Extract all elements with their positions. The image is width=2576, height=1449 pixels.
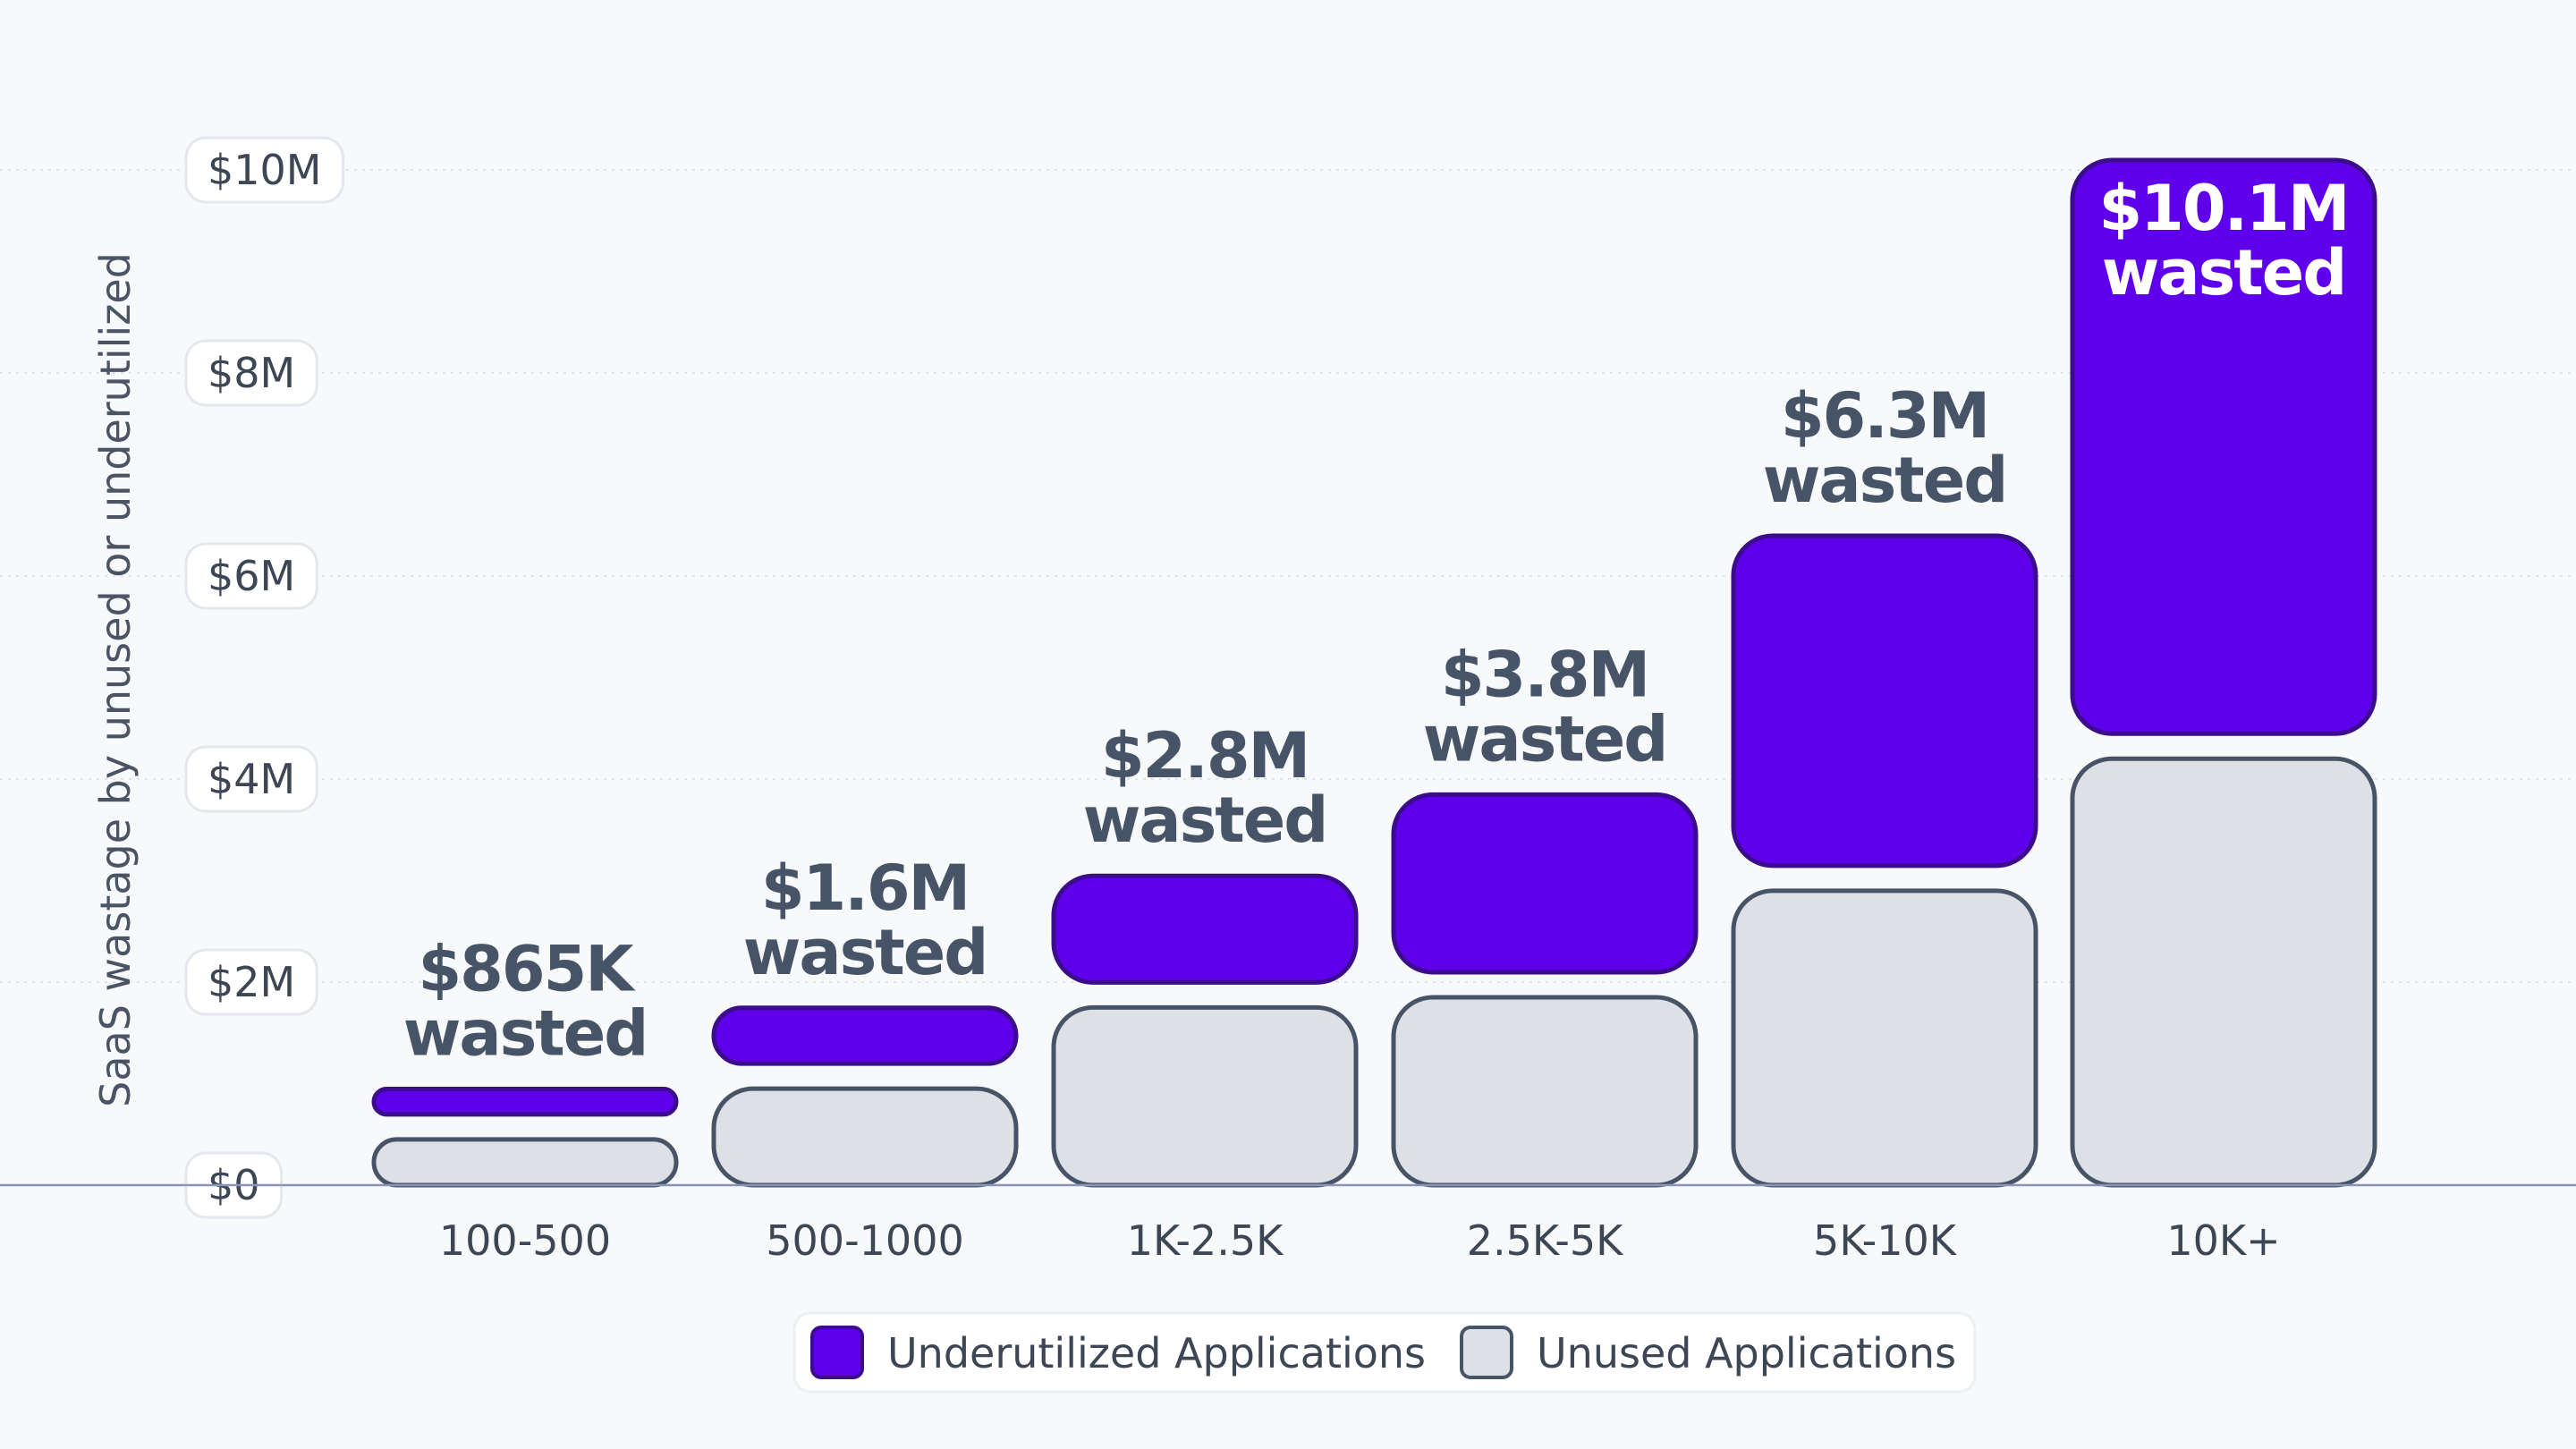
bar-unused (711, 1086, 1019, 1188)
bar-unused (2070, 756, 2377, 1188)
total-labels: $865Kwasted$1.6Mwasted$2.8Mwasted$3.8Mwa… (403, 172, 2351, 1071)
x-tick-label: 1K-2.5K (1127, 1216, 1284, 1265)
y-tick-label: $4M (208, 755, 295, 803)
legend: Underutilized Applications Unused Applica… (792, 1311, 1977, 1394)
legend-swatch (810, 1326, 864, 1379)
total-amount-label: $1.6M (761, 852, 969, 925)
y-axis-label: SaaS wastage by unused or underutilized (91, 252, 140, 1107)
total-suffix-label: wasted (1423, 702, 1667, 775)
total-suffix-label: wasted (1083, 784, 1327, 857)
y-tick: $4M (184, 745, 318, 813)
y-tick-pill (184, 948, 318, 1016)
y-tick-label: $8M (208, 349, 295, 397)
bar-unused (371, 1137, 679, 1188)
bar-unused (1391, 995, 1699, 1188)
bar-unused (1051, 1004, 1359, 1188)
legend-item: Unused Applications (1460, 1326, 1956, 1379)
y-tick: $8M (184, 339, 318, 407)
legend-label: Unused Applications (1537, 1329, 1956, 1377)
total-amount-label: $3.8M (1441, 638, 1648, 711)
total-suffix-label: wasted (2102, 236, 2346, 309)
x-tick-label: 5K-10K (1813, 1216, 1958, 1265)
y-tick: $2M (184, 948, 318, 1016)
total-amount-label: $6.3M (1781, 379, 1988, 453)
y-tick-label: $6M (208, 552, 295, 600)
x-axis-categories: 100-500 500-1000 1K-2.5K 2.5K-5K 5K-10K 10K+ (439, 1216, 2281, 1265)
legend-box (792, 1311, 1977, 1394)
legend-label: Underutilized Applications (887, 1329, 1426, 1377)
bar-underutilized (1391, 792, 1699, 975)
total-suffix-label: wasted (403, 997, 648, 1071)
y-tick-label: $10M (208, 146, 322, 194)
bars (371, 157, 2377, 1188)
total-amount-label: $10.1M (2098, 172, 2348, 245)
total-suffix-label: wasted (743, 916, 987, 989)
total-amount-label: $2.8M (1101, 719, 1309, 792)
y-tick-label: $2M (208, 958, 295, 1006)
y-tick-pill (184, 745, 318, 813)
bar-underutilized (2070, 157, 2377, 736)
bar-underutilized (711, 1005, 1019, 1066)
x-tick-label: 100-500 (439, 1216, 611, 1265)
bar-underutilized (1731, 533, 2038, 869)
y-tick-pill (184, 136, 344, 204)
y-tick-pill (184, 542, 318, 610)
x-tick-label: 10K+ (2166, 1216, 2280, 1265)
bar-underutilized (1051, 873, 1359, 985)
legend-swatch (1460, 1326, 1513, 1379)
y-tick: $6M (184, 542, 318, 610)
total-suffix-label: wasted (1763, 444, 2007, 517)
x-tick-label: 2.5K-5K (1467, 1216, 1624, 1265)
y-axis-ticks: $0$2M$4M$6M$8M$10M (184, 136, 344, 1219)
bar-underutilized (371, 1087, 679, 1117)
legend-item: Underutilized Applications (810, 1326, 1426, 1379)
total-amount-label: $865K (418, 933, 636, 1006)
y-tick-pill (184, 339, 318, 407)
y-tick: $10M (184, 136, 344, 204)
bar-unused (1731, 888, 2038, 1188)
x-tick-label: 500-1000 (766, 1216, 963, 1265)
